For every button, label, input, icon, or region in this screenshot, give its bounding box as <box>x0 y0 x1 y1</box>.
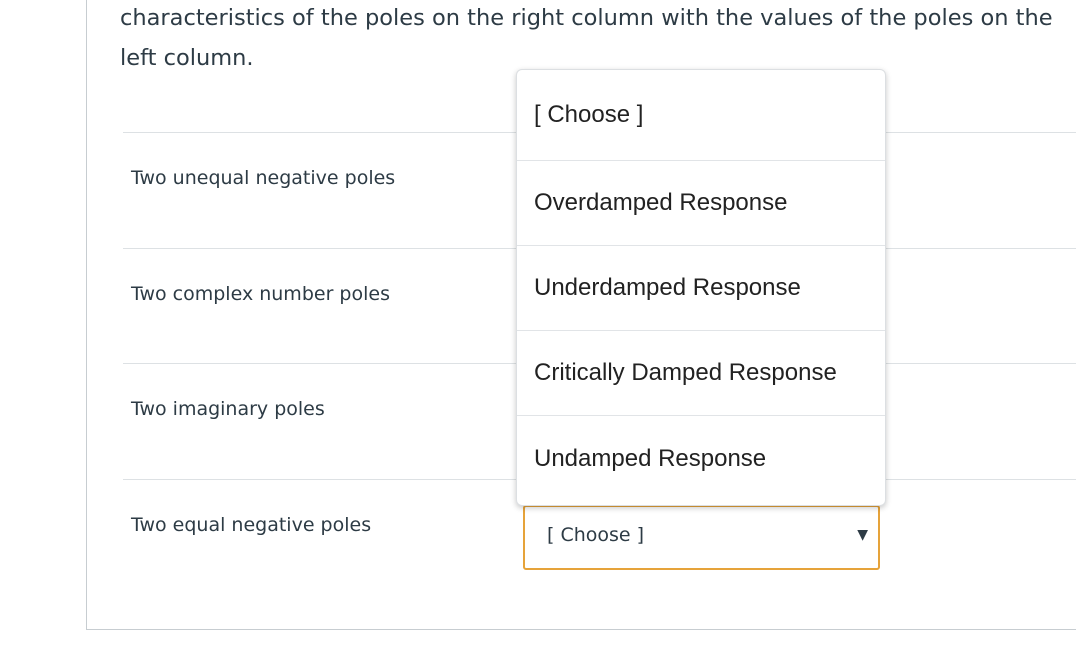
answer-row-label: Two unequal negative poles <box>131 167 396 189</box>
caret-down-icon: ▼ <box>857 527 868 543</box>
answer-row-label: Two complex number poles <box>131 283 390 305</box>
answer-select-value: [ Choose ] <box>547 524 645 546</box>
answer-select[interactable]: [ Choose ] ▼ <box>523 505 880 570</box>
question-text-line-2: left column. <box>120 45 254 71</box>
dropdown-option-choose[interactable]: [ Choose ] <box>517 70 885 161</box>
answer-row-label: Two imaginary poles <box>131 398 325 420</box>
question-text: characteristics of the poles on the righ… <box>120 0 1076 78</box>
question-card: characteristics of the poles on the righ… <box>86 0 1076 630</box>
answer-row-label: Two equal negative poles <box>131 514 372 536</box>
question-text-line-1: characteristics of the poles on the righ… <box>120 5 1053 31</box>
dropdown-option-overdamped[interactable]: Overdamped Response <box>517 161 885 246</box>
dropdown-option-critically-damped[interactable]: Critically Damped Response <box>517 331 885 416</box>
dropdown-option-undamped[interactable]: Undamped Response <box>534 444 767 472</box>
dropdown-option-underdamped[interactable]: Underdamped Response <box>517 246 885 331</box>
dropdown-menu: [ Choose ] Overdamped Response Underdamp… <box>516 69 886 506</box>
